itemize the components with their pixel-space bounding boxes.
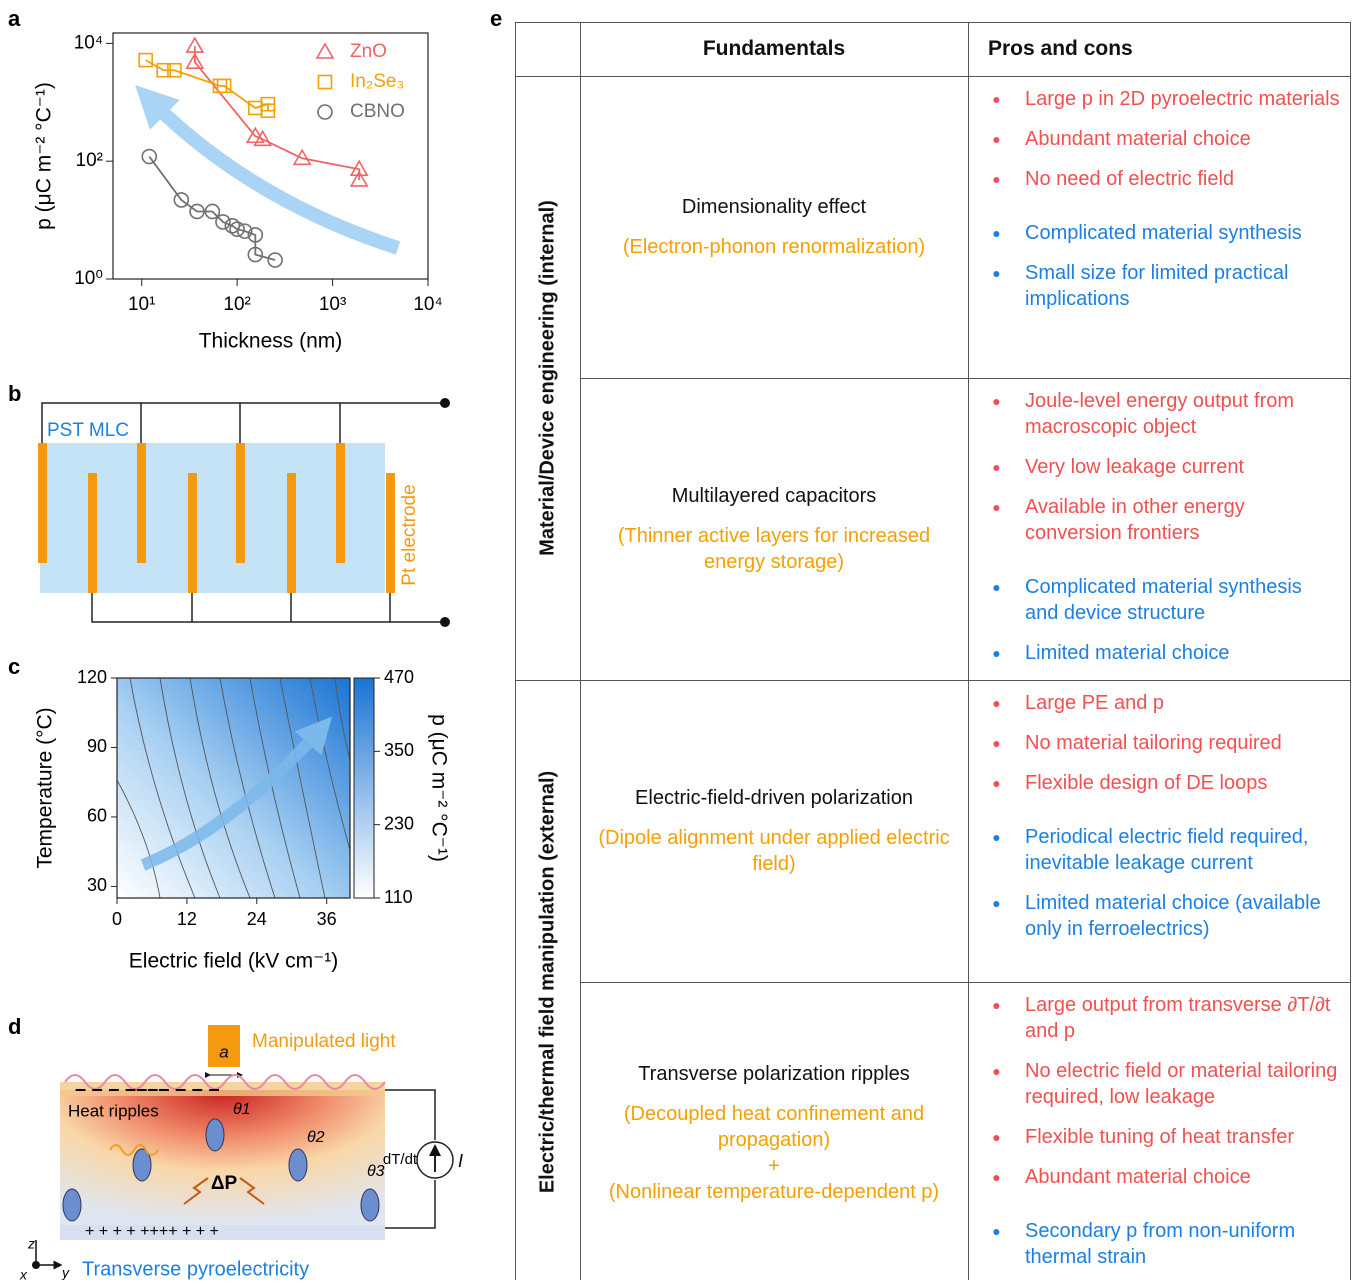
- item-text: Flexible design of DE loops: [1025, 770, 1340, 796]
- con-item: ●Secondary p from non-uniform thermal st…: [968, 1218, 1350, 1270]
- pro-item: ●Joule-level energy output from macrosco…: [968, 388, 1350, 440]
- con-item: ●Complicated material synthesis: [968, 220, 1350, 246]
- bullet: ●: [968, 730, 1025, 756]
- item-text: No material tailoring required: [1025, 730, 1340, 756]
- pros-cons-cell: ●Joule-level energy output from macrosco…: [968, 378, 1350, 680]
- bullet: ●: [968, 126, 1025, 152]
- pros-cons-cell: ●Large output from transverse ∂T/∂t and …: [968, 982, 1350, 1284]
- bullet: ●: [968, 1058, 1025, 1110]
- item-text: Large p in 2D pyroelectric materials: [1025, 86, 1340, 112]
- fundamental-note: (Electron-phonon renormalization): [609, 234, 939, 260]
- pro-item: ●Available in other energy conversion fr…: [968, 494, 1350, 546]
- pro-item: ●Large p in 2D pyroelectric materials: [968, 86, 1350, 112]
- item-text: Abundant material choice: [1025, 1164, 1340, 1190]
- spacer: [968, 560, 1350, 574]
- pro-item: ●Flexible design of DE loops: [968, 770, 1350, 796]
- fundamental-note: +: [754, 1153, 794, 1179]
- rule: [1350, 22, 1351, 1280]
- item-text: Large output from transverse ∂T/∂t and p: [1025, 992, 1340, 1044]
- fundamental-title: Multilayered capacitors: [672, 483, 877, 509]
- item-text: Very low leakage current: [1025, 454, 1340, 480]
- fundamentals-cell: Electric-field-driven polarization (Dipol…: [580, 680, 968, 982]
- rule: [515, 22, 516, 1280]
- item-text: Flexible tuning of heat transfer: [1025, 1124, 1340, 1150]
- pro-item: ●Very low leakage current: [968, 454, 1350, 480]
- fundamentals-cell: Transverse polarization ripples (Decouple…: [580, 982, 968, 1284]
- fundamentals-cell: Multilayered capacitors (Thinner active l…: [580, 378, 968, 680]
- bullet: ●: [968, 86, 1025, 112]
- pros-cons-cell: ●Large PE and p●No material tailoring re…: [968, 680, 1350, 982]
- pros-cons-cell: ●Large p in 2D pyroelectric materials●Ab…: [968, 76, 1350, 378]
- con-item: ●Complicated material synthesis and devi…: [968, 574, 1350, 626]
- bullet: ●: [968, 574, 1025, 626]
- fundamental-note: (Nonlinear temperature-dependent p): [595, 1179, 953, 1205]
- fundamental-note: (Decoupled heat confinement and propagat…: [580, 1101, 968, 1153]
- spacer: [968, 1204, 1350, 1218]
- group-label: Electric/thermal field manipulation (ext…: [536, 771, 559, 1193]
- pro-item: ●Large PE and p: [968, 690, 1350, 716]
- item-text: Limited material choice (available only …: [1025, 890, 1340, 942]
- spacer: [968, 810, 1350, 824]
- pro-item: ●Flexible tuning of heat transfer: [968, 1124, 1350, 1150]
- bullet: ●: [968, 890, 1025, 942]
- bullet: ●: [968, 166, 1025, 192]
- con-item: ●Limited material choice: [968, 640, 1350, 666]
- pro-item: ●No material tailoring required: [968, 730, 1350, 756]
- header-cell: Pros and cons: [988, 22, 1350, 76]
- bullet: ●: [968, 220, 1025, 246]
- item-text: Small size for limited practical implica…: [1025, 260, 1340, 312]
- item-text: Limited material choice: [1025, 640, 1340, 666]
- bullet: ●: [968, 260, 1025, 312]
- con-item: ●Periodical electric field required, ine…: [968, 824, 1350, 876]
- bullet: ●: [968, 388, 1025, 440]
- bullet: ●: [968, 992, 1025, 1044]
- pro-item: ●No need of electric field: [968, 166, 1350, 192]
- spacer: [968, 206, 1350, 220]
- fundamental-title: Transverse polarization ripples: [638, 1061, 910, 1087]
- fundamental-note: (Thinner active layers for increased ene…: [580, 523, 968, 575]
- header-cell: Fundamentals: [580, 22, 968, 76]
- bullet: ●: [968, 640, 1025, 666]
- con-item: ●Limited material choice (available only…: [968, 890, 1350, 942]
- pro-item: ●Large output from transverse ∂T/∂t and …: [968, 992, 1350, 1044]
- item-text: Complicated material synthesis: [1025, 220, 1340, 246]
- item-text: Large PE and p: [1025, 690, 1340, 716]
- item-text: Joule-level energy output from macroscop…: [1025, 388, 1340, 440]
- item-text: Available in other energy conversion fro…: [1025, 494, 1340, 546]
- fundamental-title: Dimensionality effect: [682, 194, 866, 220]
- bullet: ●: [968, 1124, 1025, 1150]
- pro-item: ●Abundant material choice: [968, 1164, 1350, 1190]
- fundamental-title: Electric-field-driven polarization: [635, 785, 913, 811]
- pro-item: ●Abundant material choice: [968, 126, 1350, 152]
- bullet: ●: [968, 1164, 1025, 1190]
- item-text: No need of electric field: [1025, 166, 1340, 192]
- item-text: Secondary p from non-uniform thermal str…: [1025, 1218, 1340, 1270]
- item-text: No electric field or material tailoring …: [1025, 1058, 1340, 1110]
- fundamentals-cell: Dimensionality effect (Electron-phonon re…: [580, 76, 968, 378]
- con-item: ●Small size for limited practical implic…: [968, 260, 1350, 312]
- item-text: Periodical electric field required, inev…: [1025, 824, 1340, 876]
- bullet: ●: [968, 824, 1025, 876]
- bullet: ●: [968, 494, 1025, 546]
- bullet: ●: [968, 690, 1025, 716]
- bullet: ●: [968, 770, 1025, 796]
- item-text: Complicated material synthesis and devic…: [1025, 574, 1340, 626]
- bullet: ●: [968, 1218, 1025, 1270]
- fundamental-note: (Dipole alignment under applied electric…: [580, 825, 968, 877]
- group-label: Material/Device engineering (internal): [536, 200, 559, 556]
- item-text: Abundant material choice: [1025, 126, 1340, 152]
- page: 10¹10²10³10⁴10⁰10²10⁴Thickness (nm)p (μC…: [0, 0, 1353, 1280]
- pro-item: ●No electric field or material tailoring…: [968, 1058, 1350, 1110]
- bullet: ●: [968, 454, 1025, 480]
- table: Fundamentals Pros and cons Material/Device…: [0, 0, 1353, 1280]
